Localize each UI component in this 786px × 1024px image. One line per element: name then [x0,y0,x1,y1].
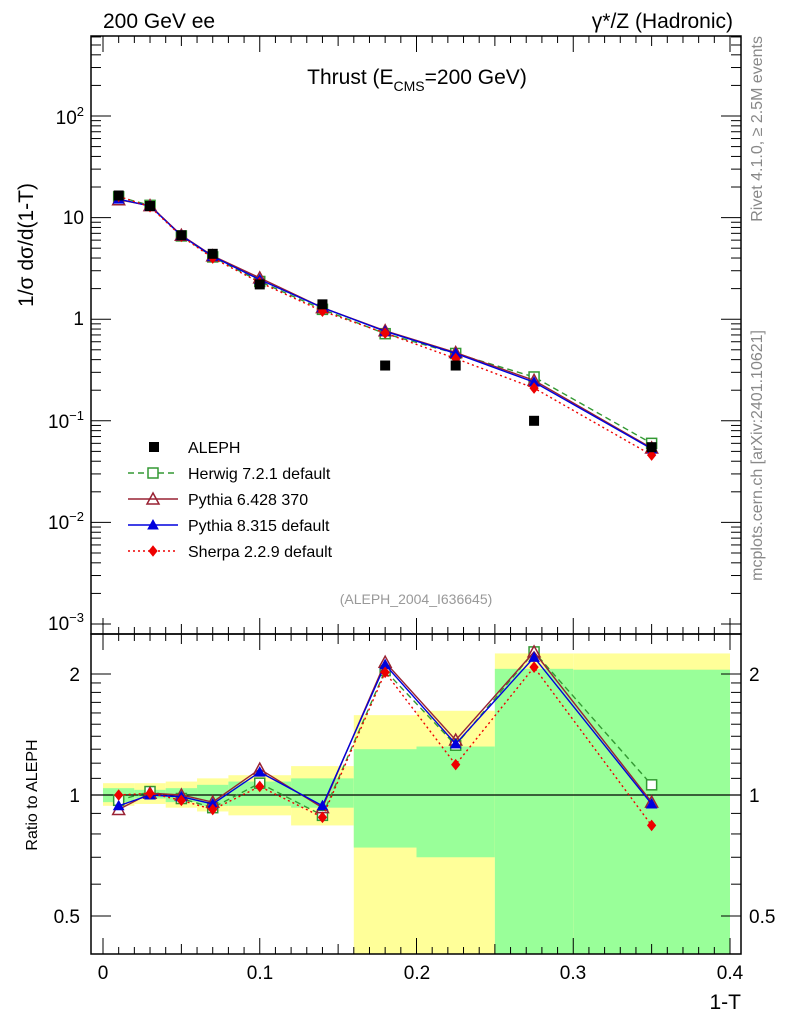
ratio-tick-right-05: 0.5 [749,907,775,928]
y-tick-label-1e-2: 10−2 [48,509,84,534]
ratio-tick-left-1: 1 [69,786,80,807]
y-tick-label-1e-3: 10−3 [48,610,84,635]
legend-symbol-data [149,442,159,452]
ratio-point-sherpa-3 [208,803,218,816]
aleph-point [145,201,156,212]
y-tick-label-10: 10 [63,208,84,229]
inner-band-8 [494,668,574,954]
y-tick-label-1: 1 [73,309,84,330]
main-line-sherpa-3 [118,195,652,456]
x-tick-label-0: 0 [98,963,109,984]
aleph-point [529,415,540,426]
aleph-point [254,279,265,290]
main-axis-ticks [91,36,741,634]
y-tick-label-1e-1: 10−1 [48,408,84,433]
legend-marker-1 [145,491,161,505]
legend-label-sherpa: Sherpa 2.2.9 default [188,544,333,561]
ratio-tick-left-05: 0.5 [54,907,80,928]
main-point-sherpa-3 [529,382,539,394]
ratio-series [111,644,659,832]
ratio-point-sherpa-3 [114,789,124,801]
ratio-point-pythia-2 [449,737,462,749]
legend-marker-3 [148,545,158,557]
legend: ALEPH Herwig 7.2.1 default Pythia 6.428 … [128,440,333,561]
legend-label-herwig: Herwig 7.2.1 default [188,466,331,483]
chart-title: Thrust (ECMS=200 GeV) [307,66,527,94]
aleph-point [317,299,328,310]
ratio-tick-labels: 2 1 0.5 2 1 0.5 [54,665,776,928]
aleph-point [380,360,391,371]
main-point-sherpa-3 [646,449,657,461]
inner-band-9 [573,669,730,954]
legend-marker-2 [147,518,159,530]
x-axis-label: 1-T [710,991,742,1014]
main-point-sherpa-3 [380,327,390,339]
x-tick-label-0.2: 0.2 [404,963,430,984]
ratio-point-sherpa-3 [646,819,657,832]
uncertainty-bands [91,653,741,954]
y-axis-label: 1/σ dσ/d(1-T) [15,183,38,307]
ratio-point-sherpa-3 [451,758,461,771]
ratio-point-herwig-0 [645,779,658,791]
ratio-tick-left-2: 2 [69,665,80,686]
inner-band-6 [353,749,417,848]
x-tick-label-0.3: 0.3 [560,963,586,984]
legend-label-data: ALEPH [188,440,240,457]
ratio-point-sherpa-3 [529,661,539,673]
legend-marker-0 [147,467,159,479]
x-tick-label-0.4: 0.4 [717,963,744,984]
ratio-point-sherpa-3 [145,787,155,800]
header-right: γ*/Z (Hadronic) [592,10,733,33]
ratio-y-label: Ratio to ALEPH [24,739,41,850]
aleph-point [207,248,218,259]
ratio-point-sherpa-3 [255,780,265,793]
aleph-point [113,190,124,201]
ratio-tick-right-1: 1 [749,786,760,807]
ratio-point-pythia-2 [112,799,125,811]
ratio-point-sherpa-3 [176,794,187,807]
header-left: 200 GeV ee [103,10,215,33]
ratio-line-pythia-2 [118,656,653,807]
x-tick-label-0.1: 0.1 [247,963,273,984]
ratio-point-sherpa-3 [380,666,390,679]
legend-label-pythia6: Pythia 6.428 370 [188,492,308,509]
ratio-point-pythia-2 [316,799,329,811]
ratio-tick-right-2: 2 [749,665,760,686]
legend-label-pythia8: Pythia 8.315 default [188,518,330,535]
ratio-point-pythia-2 [645,797,658,809]
ratio-point-sherpa-3 [317,811,328,824]
main-series [111,190,659,461]
ratio-line-sherpa-3 [118,666,653,826]
main-line-pythia-2 [118,198,652,450]
ratio-line-herwig-0 [118,650,653,817]
aleph-point [176,230,187,241]
aleph-point [646,442,657,453]
y-tick-label-1e2: 102 [56,104,84,129]
aleph-point [450,360,461,371]
main-y-tick-labels: 10−3 10−2 10−1 1 10 102 [48,104,84,635]
mcplots-label: mcplots.cern.ch [arXiv:2401.10621] [749,330,766,581]
main-line-herwig-0 [118,196,652,444]
x-tick-labels: 0 0.1 0.2 0.3 0.4 [98,963,744,984]
ratio-axis-ticks [91,634,741,954]
analysis-id: (ALEPH_2004_I636645) [340,591,493,607]
aleph-points [113,190,657,453]
rivet-label: Rivet 4.1.0, ≥ 2.5M events [749,36,766,222]
ratio-point-pythia-2 [253,766,266,777]
